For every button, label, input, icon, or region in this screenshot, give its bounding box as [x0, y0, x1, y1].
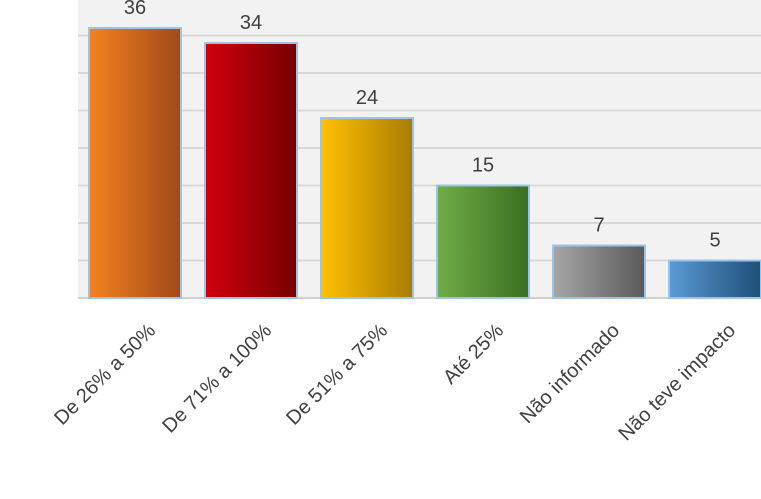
bar-4 [552, 244, 646, 299]
x-tick-label-1: De 71% a 100% [158, 319, 276, 437]
x-tick-label-4: Não informado [516, 320, 624, 428]
bar-2 [320, 117, 414, 299]
bar-5 [668, 259, 761, 299]
data-label-3: 15 [472, 155, 494, 177]
bar-3 [436, 184, 530, 299]
data-label-2: 24 [356, 87, 378, 109]
x-tick-labels: De 26% a 50%De 71% a 100% De 51% a 75% Até… [50, 319, 740, 445]
data-label-0: 36 [124, 0, 146, 19]
x-tick-label-3: Até 25% [439, 319, 508, 388]
bar-0 [88, 27, 182, 299]
data-label-4: 7 [593, 215, 604, 237]
bars [88, 27, 761, 299]
data-label-1: 34 [240, 12, 262, 34]
gridlines [78, 34, 761, 262]
x-tick-label-2: De 51% a 75% [282, 319, 392, 429]
x-tick-label-5: Não teve impacto [615, 320, 741, 446]
data-labels: 36 34 24 15 7 5 [124, 0, 721, 252]
x-tick-label-0: De 26% a 50% [50, 319, 160, 429]
bar-1 [204, 42, 298, 299]
data-label-5: 5 [709, 230, 720, 252]
